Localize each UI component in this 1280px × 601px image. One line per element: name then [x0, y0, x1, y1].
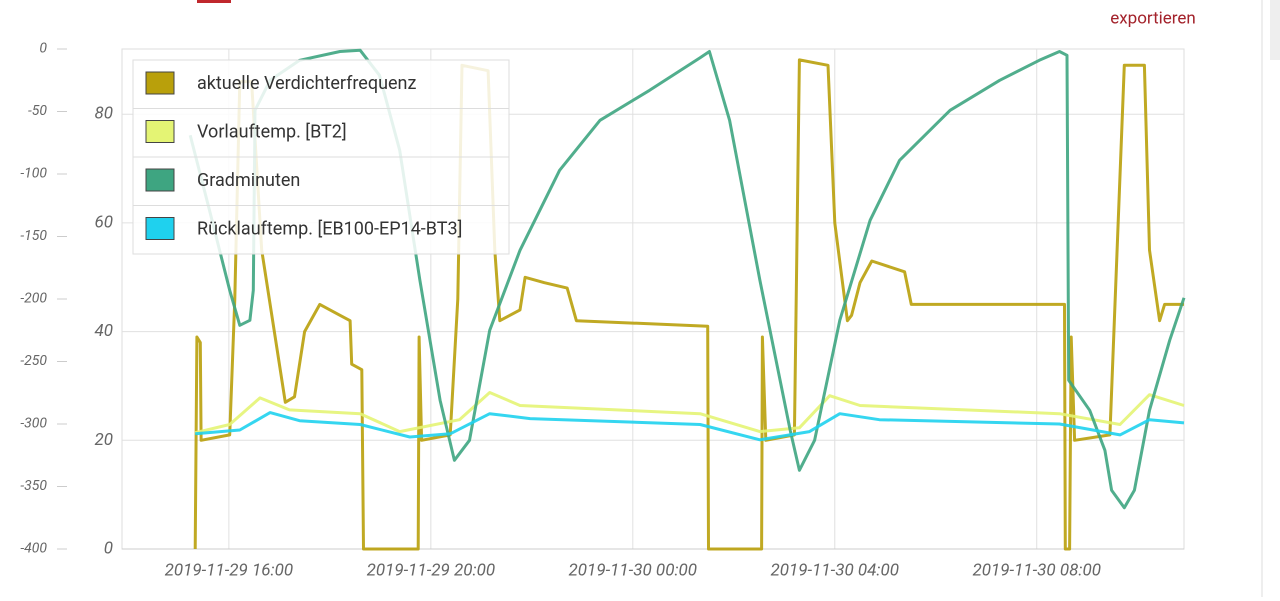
y2-tick-label: -250 — [20, 353, 47, 369]
legend-swatch[interactable] — [145, 71, 175, 95]
legend-label[interactable]: Vorlauftemp. [BT2] — [197, 121, 347, 142]
legend-swatch[interactable] — [145, 217, 175, 240]
x-tick-label: 2019-11-29 16:00 — [165, 560, 294, 580]
export-link[interactable]: exportieren — [1110, 8, 1196, 28]
legend: aktuelle Verdichterfrequenz Vorlauftemp. … — [132, 59, 510, 255]
series-line — [194, 391, 1185, 435]
legend-label[interactable]: aktuelle Verdichterfrequenz — [197, 73, 416, 94]
legend-swatch[interactable] — [145, 120, 175, 143]
y2-tick-label: -50 — [28, 103, 47, 119]
x-tick-label: 2019-11-30 04:00 — [771, 560, 900, 580]
legend-swatch[interactable] — [145, 168, 175, 192]
y-tick-label: 0 — [104, 538, 113, 558]
scrollbar — [1270, 0, 1280, 60]
y-tick-label: 80 — [94, 104, 113, 124]
icon — [197, 0, 231, 3]
legend-label[interactable]: Rücklauftemp. [EB100-EP14-BT3] — [197, 218, 462, 239]
y2-tick-label: -200 — [20, 291, 47, 307]
y2-tick-label: -400 — [20, 541, 47, 557]
chart: 2019-11-29 16:00 2019-11-29 20:00 2019-11-… — [20, 41, 1186, 580]
y2-tick-label: -350 — [20, 478, 47, 494]
y2-tick-label: -150 — [20, 228, 47, 244]
x-tick-label: 2019-11-29 20:00 — [367, 560, 496, 580]
x-tick-label: 2019-11-30 00:00 — [569, 560, 698, 580]
y-tick-label: 20 — [94, 430, 113, 450]
series-line — [195, 411, 1185, 442]
y-tick-label: 40 — [94, 321, 113, 341]
legend-label[interactable]: Gradminuten — [197, 170, 300, 191]
y2-tick-label: -100 — [20, 166, 47, 182]
x-tick-label: 2019-11-30 08:00 — [972, 560, 1101, 580]
series-line — [193, 58, 1184, 551]
y2-tick-label: 0 — [39, 41, 47, 57]
y-tick-label: 60 — [94, 212, 113, 232]
y2-tick-label: -300 — [20, 416, 47, 432]
